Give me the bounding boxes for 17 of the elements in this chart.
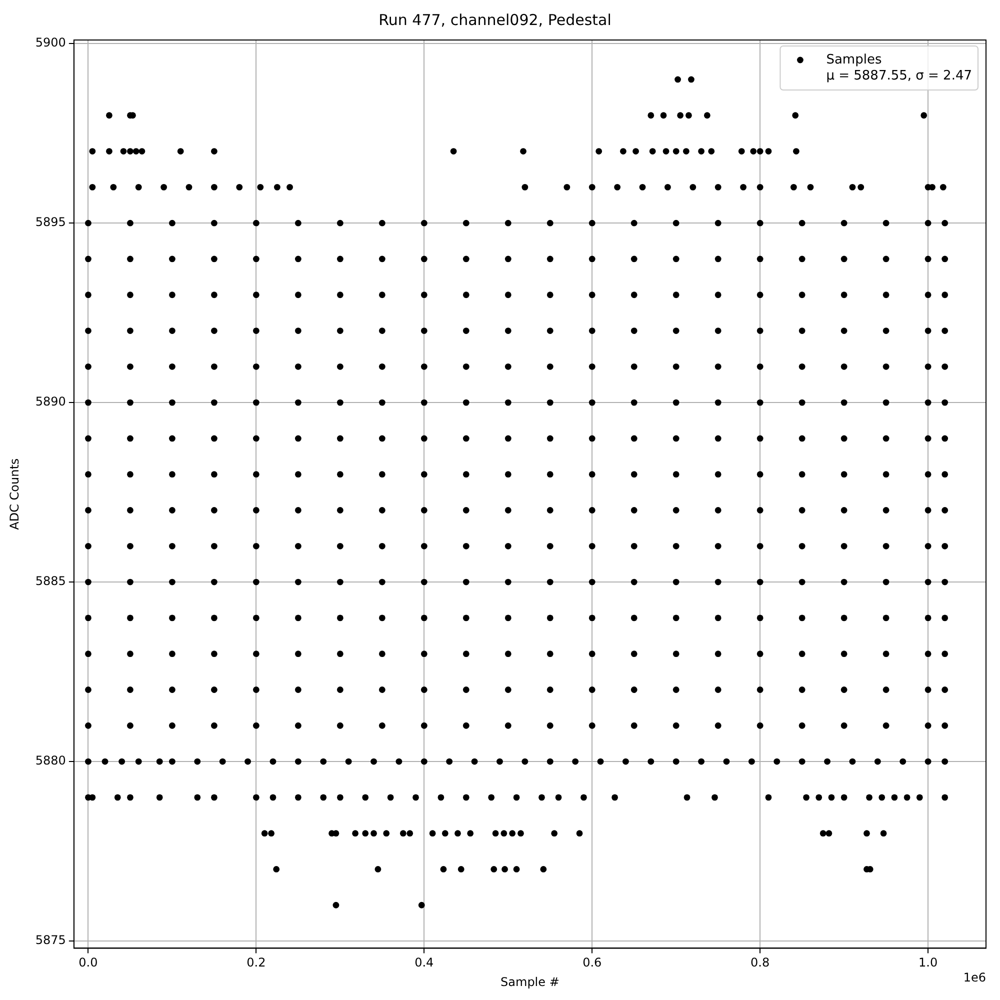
y-tick-label: 5880 — [35, 754, 66, 768]
x-tick-label: 1.0 — [918, 956, 938, 970]
y-tick-label: 5875 — [35, 933, 66, 948]
x-tick-label: 0.4 — [414, 956, 434, 970]
x-tick-label: 0.6 — [582, 956, 602, 970]
legend-label: Samples μ = 5887.55, σ = 2.47 — [826, 52, 972, 84]
text: 1e6 — [963, 970, 986, 984]
x-tick-label: 0.2 — [246, 956, 266, 970]
y-axis-title: ADC Counts — [7, 458, 22, 530]
x-tick-label: 0.8 — [750, 956, 770, 970]
y-tick-label: 5900 — [35, 36, 66, 50]
x-axis-title: Sample # — [500, 974, 560, 989]
y-tick-label: 5890 — [35, 394, 66, 409]
chart-title: Run 477, channel092, Pedestal — [378, 10, 612, 29]
x-tick-label: 0.0 — [78, 956, 98, 970]
y-tick-label: 5895 — [35, 215, 66, 230]
y-tick-label: 5885 — [35, 574, 66, 588]
